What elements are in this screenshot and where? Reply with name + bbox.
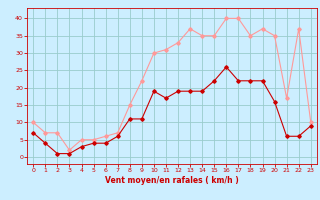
X-axis label: Vent moyen/en rafales ( km/h ): Vent moyen/en rafales ( km/h ) <box>105 176 239 185</box>
